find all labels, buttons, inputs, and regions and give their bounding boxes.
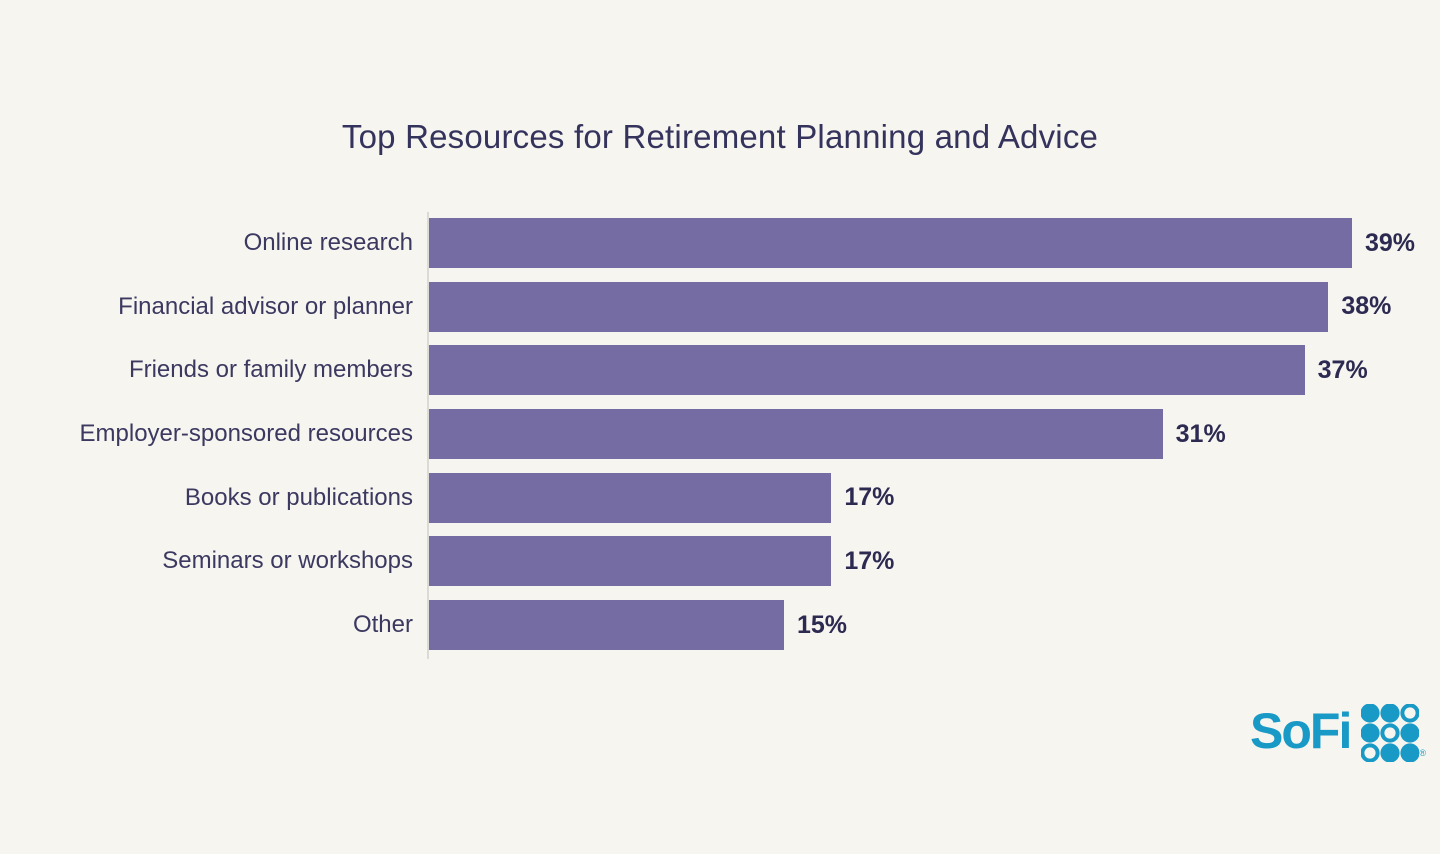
sofi-dot-grid-icon bbox=[1361, 704, 1420, 762]
bar bbox=[429, 600, 784, 651]
value-label: 38% bbox=[1341, 292, 1392, 321]
chart-title: Top Resources for Retirement Planning an… bbox=[341, 118, 1099, 155]
category-label: Books or publications bbox=[184, 483, 413, 511]
registered-trademark-icon: ® bbox=[1419, 748, 1426, 758]
y-axis-line bbox=[427, 212, 429, 660]
chart-row: Books or publications 17% bbox=[0, 472, 1440, 523]
bar-track: 15% bbox=[429, 600, 1440, 651]
value-label: 17% bbox=[844, 483, 895, 512]
category-label: Friends or family members bbox=[128, 356, 413, 384]
chart-rows: Online research 39% Financial advisor or p… bbox=[0, 218, 1440, 651]
value-label: 15% bbox=[797, 610, 848, 639]
bar-track: 17% bbox=[429, 536, 1440, 587]
sofi-logo-text: SoFi bbox=[1250, 703, 1352, 759]
value-label: 39% bbox=[1365, 228, 1416, 257]
bar-chart: Online research 39% Financial advisor or p… bbox=[0, 212, 1440, 660]
bar bbox=[429, 536, 832, 587]
value-label: 37% bbox=[1317, 355, 1368, 384]
bar-track: 37% bbox=[429, 345, 1440, 396]
bar bbox=[429, 345, 1305, 396]
chart-row: Seminars or workshops 17% bbox=[0, 536, 1440, 587]
chart-row: Friends or family members 37% bbox=[0, 345, 1440, 396]
bar bbox=[429, 472, 832, 523]
bar bbox=[429, 218, 1352, 268]
chart-row: Other 15% bbox=[0, 600, 1440, 651]
bar-track: 31% bbox=[429, 409, 1440, 460]
bar-track: 38% bbox=[429, 281, 1440, 332]
category-label: Online research bbox=[243, 229, 413, 256]
category-label: Seminars or workshops bbox=[162, 547, 413, 575]
category-label: Employer-sponsored resources bbox=[79, 420, 413, 448]
chart-row: Employer-sponsored resources 31% bbox=[0, 409, 1440, 460]
category-label: Other bbox=[352, 611, 413, 639]
bar bbox=[429, 409, 1163, 460]
chart-row: Online research 39% bbox=[0, 218, 1440, 268]
value-label: 17% bbox=[844, 546, 895, 575]
bar-track: 39% bbox=[429, 218, 1440, 268]
bar-track: 17% bbox=[429, 472, 1440, 523]
bar bbox=[429, 281, 1329, 332]
chart-row: Financial advisor or planner 38% bbox=[0, 281, 1440, 332]
category-label: Financial advisor or planner bbox=[118, 292, 413, 320]
sofi-logo: SoFi ® bbox=[1250, 702, 1426, 762]
value-label: 31% bbox=[1175, 419, 1226, 448]
